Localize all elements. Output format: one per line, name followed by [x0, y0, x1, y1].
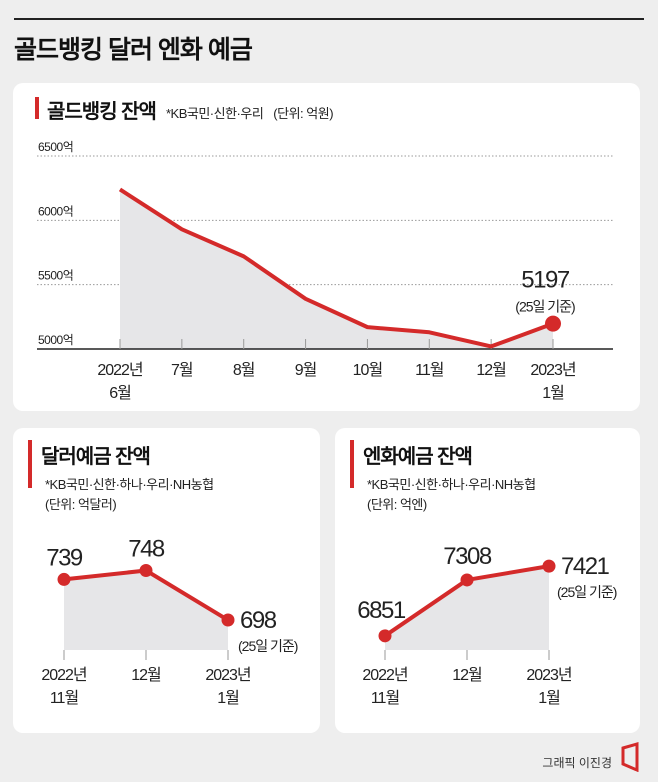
area-fill [64, 570, 228, 650]
yen-deposit-panel: 엔화예금 잔액 *KB국민·신한·하나·우리·NH농협 (단위: 억엔) 202… [335, 428, 640, 733]
data-label: 739 [46, 544, 83, 571]
data-label: 5197 [521, 267, 570, 294]
dollar-chart-svg: 2022년 11월 12월 2023년 1월 739 748 698 (25일 기준) [41, 536, 298, 707]
yen-chart-note: *KB국민·신한·하나·우리·NH농협 [367, 477, 536, 492]
data-point [460, 573, 474, 587]
x-tick-label: 2022년 [97, 361, 143, 379]
dollar-chart-note: *KB국민·신한·하나·우리·NH농협 [45, 477, 214, 492]
data-label: 7308 [443, 543, 492, 570]
gold-chart-header: 골드뱅킹 잔액 *KB국민·신한·우리 (단위: 억원) [47, 95, 334, 124]
x-tick-label: 12월 [476, 361, 506, 379]
data-label-note: (25일 기준) [557, 584, 617, 600]
data-label-note: (25일 기준) [515, 299, 575, 315]
data-label-note: (25일 기준) [238, 638, 298, 654]
yen-chart-svg: 2022년 11월 12월 2023년 1월 6851 7308 7421 (25일 기준) [357, 543, 617, 707]
publisher-logo-icon [621, 742, 639, 772]
gold-chart-unit: (단위: 억원) [273, 106, 334, 121]
dollar-chart-unit: (단위: 억달러) [45, 497, 117, 512]
x-tick-label: 2023년 [205, 666, 251, 684]
data-point [57, 572, 71, 586]
x-tick-label: 12월 [452, 666, 482, 684]
x-tick-label: 6월 [109, 384, 131, 402]
data-point [542, 559, 556, 573]
gold-chart-note: *KB국민·신한·우리 [165, 106, 264, 121]
top-rule [14, 18, 644, 20]
x-tick-label: 2022년 [362, 666, 408, 684]
y-tick-label: 6000억 [38, 204, 73, 218]
x-tick-label: 11월 [371, 689, 400, 707]
yen-chart-title: 엔화예금 잔액 [363, 446, 473, 468]
x-tick-label: 1월 [542, 384, 564, 402]
area-fill [120, 189, 553, 349]
x-tick-label: 11월 [415, 361, 444, 379]
page-title: 골드뱅킹 달러 엔화 예금 [14, 36, 253, 64]
x-tick-label: 11월 [50, 689, 79, 707]
series-line [118, 187, 554, 349]
data-point [221, 613, 235, 627]
area-fill [385, 566, 549, 650]
gold-chart-title: 골드뱅킹 잔액 [47, 101, 157, 123]
yen-chart-unit: (단위: 억엔) [367, 497, 427, 512]
dollar-chart-title: 달러예금 잔액 [41, 446, 151, 468]
title-accent-bar [35, 97, 39, 119]
data-label: 6851 [357, 597, 406, 624]
data-label: 698 [240, 607, 277, 634]
title-accent-bar [350, 440, 354, 488]
y-tick-label: 5000억 [38, 333, 73, 347]
graphic-credit: 그래픽 이진경 [542, 756, 612, 770]
x-tick-label: 12월 [131, 666, 161, 684]
x-tick-label: 7월 [171, 361, 193, 379]
x-tick-label: 10월 [353, 361, 383, 379]
dollar-deposit-panel: 달러예금 잔액 *KB국민·신한·하나·우리·NH농협 (단위: 억달러) 20… [13, 428, 320, 733]
data-label: 7421 [561, 553, 610, 580]
title-accent-bar [28, 440, 32, 488]
data-label: 748 [128, 536, 165, 563]
y-tick-label: 5500억 [38, 269, 73, 283]
data-point [378, 629, 392, 643]
data-point [545, 315, 561, 332]
data-point [139, 564, 153, 578]
x-tick-label: 8월 [233, 361, 255, 379]
y-tick-label: 6500억 [38, 140, 73, 154]
x-tick-label: 9월 [295, 361, 317, 379]
x-tick-label: 1월 [217, 689, 239, 707]
x-tick-label: 2023년 [526, 666, 572, 684]
x-tick-label: 2023년 [530, 361, 576, 379]
gold-chart-svg: 6500억 6000억 5500억 5000억 2022년 6월 7월 8월 9월 10월 11월 1… [37, 140, 613, 402]
x-tick-label: 2022년 [41, 666, 87, 684]
x-tick-label: 1월 [538, 689, 560, 707]
gold-banking-panel: 골드뱅킹 잔액 *KB국민·신한·우리 (단위: 억원) 6500억 6000억 5… [13, 83, 640, 411]
